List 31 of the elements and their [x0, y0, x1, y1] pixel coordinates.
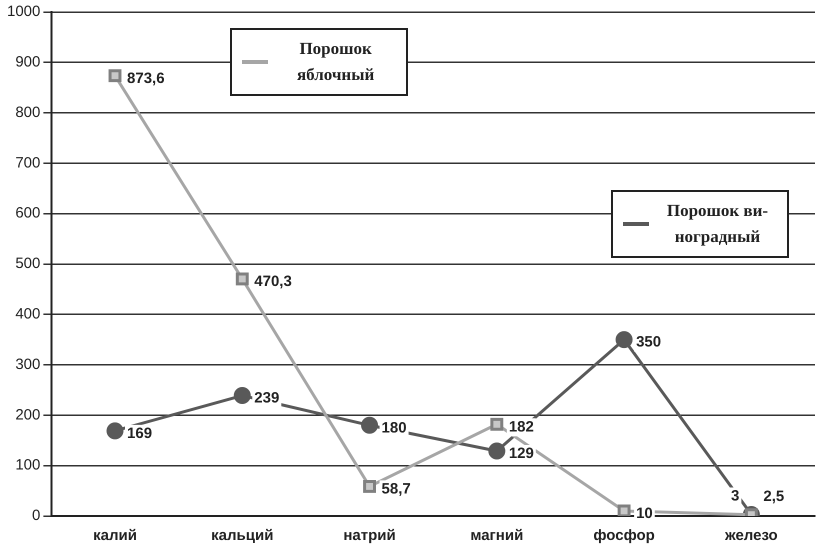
x-tick-label: магний [470, 527, 524, 544]
y-tick-label: 800 [15, 104, 40, 121]
data-label: 3 [731, 488, 740, 505]
x-tick-label: калий [93, 527, 137, 544]
data-label: 873,6 [127, 70, 165, 87]
data-label: 10 [636, 505, 653, 522]
data-label: 182 [508, 418, 534, 436]
data-label: 169 [127, 424, 152, 442]
data-label: 239 [254, 390, 280, 407]
y-tick-label: 300 [15, 356, 40, 373]
x-tick-label: натрий [343, 527, 396, 544]
y-tick-label: 700 [15, 154, 40, 172]
data-label: 350 [636, 334, 662, 351]
y-tick-label: 1000 [6, 3, 40, 20]
y-tick-label: 100 [15, 456, 40, 474]
legend-label: Порошок яблочный [296, 38, 376, 86]
legend-label: Порошок ви-ноградный [666, 200, 770, 248]
x-tick-label: кальций [211, 527, 274, 544]
y-tick-label: 0 [32, 507, 40, 524]
y-tick-label: 400 [15, 306, 40, 323]
y-tick-label: 600 [15, 204, 40, 222]
data-label: 58,7 [382, 480, 411, 498]
y-tick-label: 200 [15, 406, 40, 424]
data-label: 180 [382, 419, 407, 436]
y-tick-label: 500 [15, 255, 40, 272]
data-label: 129 [508, 445, 534, 462]
x-tick-label: фосфор [593, 527, 655, 544]
y-tick-label: 900 [15, 54, 40, 71]
data-label: 470,3 [254, 273, 292, 290]
data-label: 2,5 [763, 488, 784, 505]
x-tick-label: железо [724, 527, 778, 544]
